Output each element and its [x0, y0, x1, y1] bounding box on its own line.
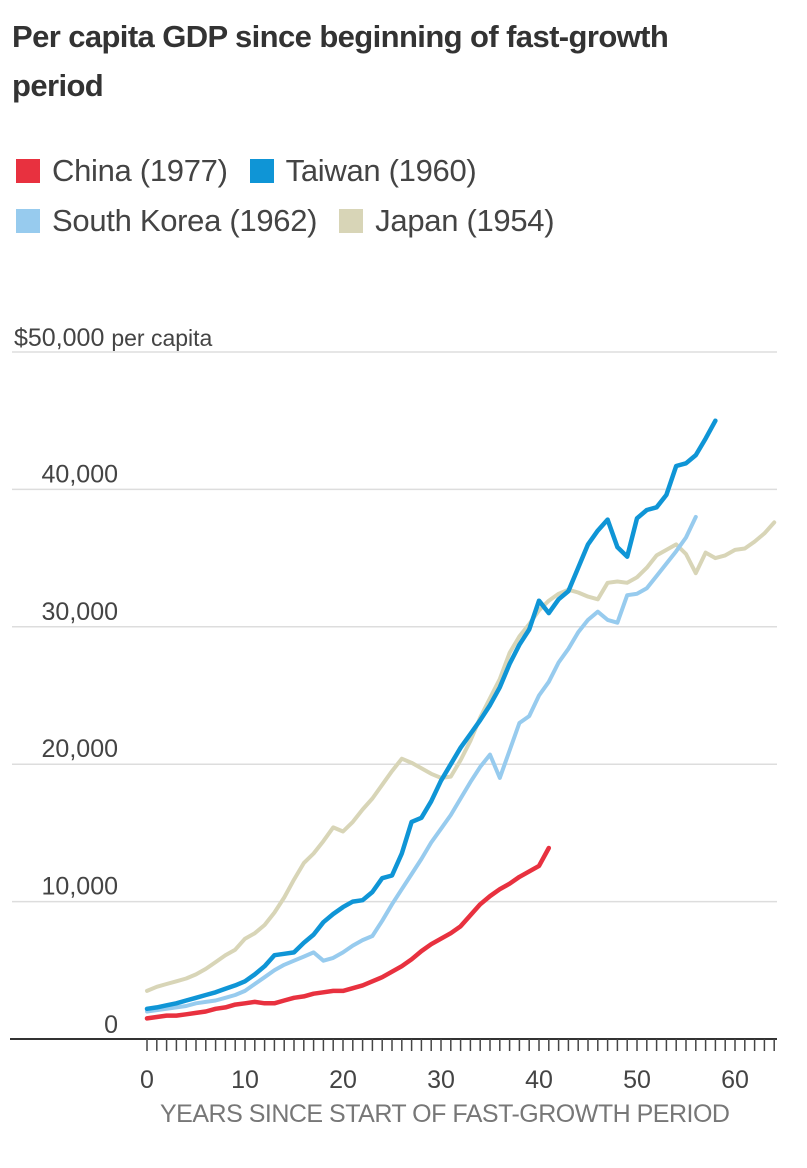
- legend-item-taiwan: Taiwan (1960): [249, 153, 477, 189]
- legend-swatch-china: [16, 159, 40, 183]
- series-line-taiwan: [144, 418, 718, 1012]
- legend-swatch-south-korea: [16, 209, 40, 233]
- x-tick-label-0: 0: [140, 1066, 154, 1094]
- legend-label-japan: Japan (1954): [375, 203, 555, 238]
- y-axis-unit-label: per capita: [111, 325, 212, 351]
- x-tick-label-60: 60: [721, 1066, 749, 1094]
- x-tick-label-10: 10: [231, 1066, 259, 1094]
- legend: China (1977) Taiwan (1960) South Korea (…: [16, 146, 736, 246]
- legend-swatch-japan: [339, 209, 364, 233]
- legend-label-taiwan: Taiwan (1960): [285, 153, 477, 188]
- x-axis-label: YEARS SINCE START OF FAST-GROWTH PERIOD: [160, 1100, 729, 1128]
- x-axis: 0 10 20 30 40 50 60: [10, 1038, 777, 1094]
- y-tick-label-10000: 10,000: [42, 873, 118, 901]
- y-tick-label-50000: $50,000 per capita: [14, 324, 213, 352]
- legend-label-china: China (1977): [52, 153, 228, 188]
- legend-item-japan: Japan (1954): [339, 203, 555, 239]
- legend-label-south-korea: South Korea (1962): [52, 203, 318, 238]
- series-lines: [144, 418, 777, 1021]
- y-tick-label-0: 0: [104, 1011, 118, 1039]
- x-tick-label-40: 40: [525, 1066, 553, 1094]
- series-line-china: [144, 845, 552, 1021]
- x-tick-label-20: 20: [329, 1066, 357, 1094]
- y-tick-label-30000: 30,000: [42, 598, 118, 626]
- legend-item-china: China (1977): [16, 153, 228, 189]
- y-tick-label-40000: 40,000: [42, 460, 118, 488]
- x-tick-label-30: 30: [427, 1066, 455, 1094]
- y-tick-label-20000: 20,000: [42, 735, 118, 763]
- legend-row-2: South Korea (1962) Japan (1954): [16, 196, 736, 246]
- chart-title: Per capita GDP since beginning of fast-g…: [12, 19, 669, 103]
- series-line-japan: [145, 520, 777, 993]
- y-axis-ticks: 0 10,000 20,000 30,000 40,000 $50,000 per cap…: [14, 324, 213, 1039]
- series-line-south-korea: [145, 514, 698, 1014]
- x-tick-label-50: 50: [623, 1066, 651, 1094]
- legend-row-1: China (1977) Taiwan (1960): [16, 146, 736, 196]
- y-tick-value: $50,000: [14, 324, 111, 352]
- gridlines: [12, 351, 777, 903]
- legend-swatch-taiwan: [249, 159, 274, 183]
- legend-item-south-korea: South Korea (1962): [16, 203, 317, 239]
